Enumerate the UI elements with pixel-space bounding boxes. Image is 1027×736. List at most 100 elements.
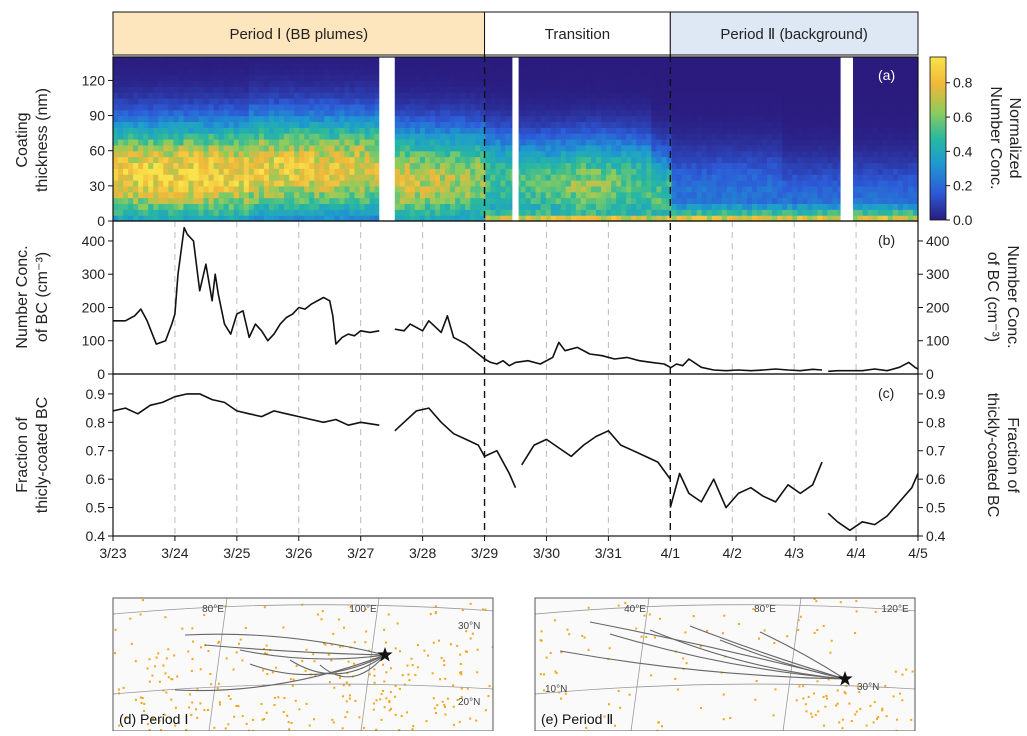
heatmap-cell — [571, 139, 577, 145]
heatmap-cell — [319, 57, 325, 63]
fire-spot — [339, 646, 341, 648]
heatmap-cell — [702, 110, 708, 116]
heatmap-cell — [702, 63, 708, 69]
heatmap-cell — [365, 186, 371, 192]
heatmap-cell — [148, 157, 154, 163]
heatmap-cell — [571, 69, 577, 75]
heatmap-cell — [349, 203, 355, 209]
heatmap-cell — [219, 104, 225, 110]
heatmap-cell — [113, 127, 119, 133]
heatmap-cell — [254, 145, 260, 151]
heatmap-cell — [244, 203, 250, 209]
heatmap-cell — [204, 116, 210, 122]
heatmap-cell — [355, 209, 361, 215]
heatmap-cell — [229, 180, 235, 186]
heatmap-cell — [485, 69, 491, 75]
heatmap-cell — [420, 133, 426, 139]
fire-spot — [167, 648, 169, 650]
heatmap-cell — [339, 139, 345, 145]
heatmap-cell — [596, 75, 602, 81]
heatmap-cell — [908, 133, 914, 139]
heatmap-cell — [581, 168, 587, 174]
heatmap-cell — [802, 174, 808, 180]
heatmap-cell — [410, 133, 416, 139]
heatmap-cell — [792, 75, 798, 81]
heatmap-cell — [772, 145, 778, 151]
heatmap-cell — [802, 63, 808, 69]
heatmap-cell — [133, 168, 139, 174]
heatmap-cell — [817, 180, 823, 186]
heatmap-cell — [853, 139, 859, 145]
fire-spot — [824, 706, 826, 708]
heatmap-cell — [249, 98, 255, 104]
heatmap-cell — [546, 198, 552, 204]
heatmap-cell — [566, 139, 572, 145]
heatmap-cell — [797, 86, 803, 92]
heatmap-cell — [812, 151, 818, 157]
heatmap-cell — [339, 116, 345, 122]
heatmap-cell — [349, 121, 355, 127]
heatmap-cell — [868, 162, 874, 168]
heatmap-cell — [677, 80, 683, 86]
heatmap-cell — [712, 92, 718, 98]
heatmap-cell — [697, 80, 703, 86]
heatmap-cell — [355, 86, 361, 92]
fire-spot — [131, 643, 133, 645]
heatmap-cell — [465, 168, 471, 174]
heatmap-cell — [204, 86, 210, 92]
heatmap-cell — [329, 151, 335, 157]
heatmap-cell — [153, 192, 159, 198]
heatmap-cell — [853, 133, 859, 139]
heatmap-cell — [576, 209, 582, 215]
heatmap-cell — [465, 133, 471, 139]
heatmap-cell — [264, 121, 270, 127]
heatmap-cell — [651, 116, 657, 122]
heatmap-cell — [163, 116, 169, 122]
heatmap-cell — [143, 116, 149, 122]
panel-b-label: (b) — [878, 232, 895, 248]
heatmap-cell — [692, 162, 698, 168]
heatmap-cell — [229, 92, 235, 98]
fire-spot — [476, 671, 478, 673]
heatmap-cell — [360, 168, 366, 174]
heatmap-cell — [370, 186, 376, 192]
heatmap-cell — [767, 157, 773, 163]
fire-spot — [773, 714, 775, 716]
heatmap-cell — [782, 151, 788, 157]
heatmap-cell — [113, 86, 119, 92]
fire-spot — [343, 684, 345, 686]
heatmap-cell — [611, 121, 617, 127]
heatmap-cell — [697, 209, 703, 215]
heatmap-cell — [601, 92, 607, 98]
heatmap-cell — [817, 157, 823, 163]
heatmap-cell — [188, 162, 194, 168]
heatmap-cell — [853, 80, 859, 86]
heatmap-cell — [591, 69, 597, 75]
fire-spot — [252, 719, 254, 721]
heatmap-cell — [822, 139, 828, 145]
heatmap-cell — [878, 186, 884, 192]
heatmap-cell — [410, 209, 416, 215]
heatmap-cell — [551, 192, 557, 198]
heatmap-cell — [500, 151, 506, 157]
heatmap-cell — [360, 75, 366, 81]
heatmap-cell — [732, 92, 738, 98]
heatmap-cell — [536, 174, 542, 180]
fire-spot — [191, 702, 193, 704]
heatmap-cell — [355, 116, 361, 122]
heatmap-cell — [742, 75, 748, 81]
heatmap-cell — [279, 157, 285, 163]
heatmap-cell — [893, 127, 899, 133]
heatmap-cell — [792, 86, 798, 92]
heatmap-cell — [178, 209, 184, 215]
heatmap-cell — [349, 133, 355, 139]
heatmap-cell — [158, 86, 164, 92]
ytick-right-label-c: 0.6 — [926, 471, 946, 487]
heatmap-cell — [792, 198, 798, 204]
heatmap-cell — [827, 209, 833, 215]
heatmap-cell — [561, 192, 567, 198]
heatmap-cell — [294, 157, 300, 163]
heatmap-cell — [455, 127, 461, 133]
heatmap-cell — [334, 69, 340, 75]
